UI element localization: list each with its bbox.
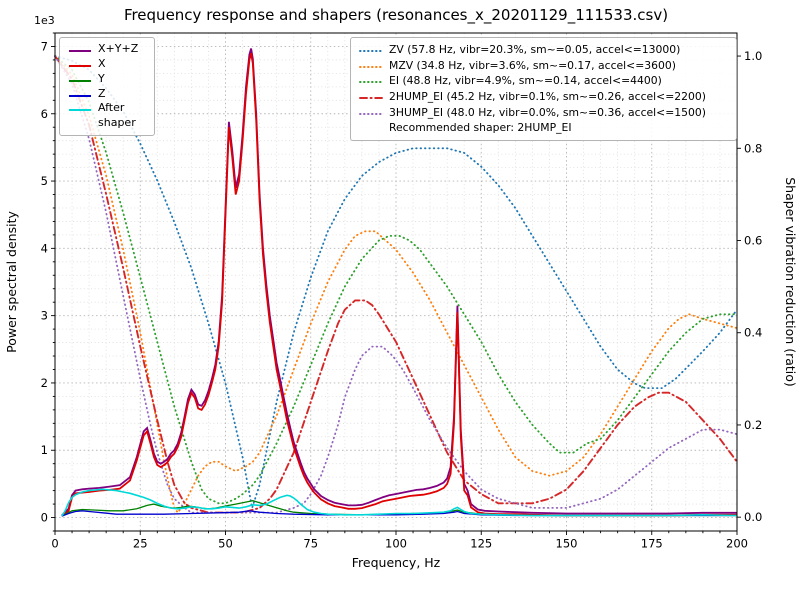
y-left-tick-label: 2 bbox=[41, 376, 48, 390]
y-left-tick-label: 3 bbox=[41, 309, 48, 323]
y-left-tick-label: 7 bbox=[41, 39, 48, 53]
legend-item-x: X bbox=[68, 57, 146, 72]
legend-line-swatch-icon bbox=[359, 112, 383, 115]
x-tick-label: 100 bbox=[385, 537, 407, 551]
legend-item-label: X+Y+Z bbox=[98, 42, 139, 55]
y-left-tick-label: 5 bbox=[41, 174, 48, 188]
legend-shapers-items: ZV (57.8 Hz, vibr=20.3%, sm~=0.05, accel… bbox=[359, 42, 728, 120]
legend-item-2hump_ei: 2HUMP_EI (45.2 Hz, vibr=0.1%, sm~=0.26, … bbox=[359, 89, 728, 105]
x-tick-label: 50 bbox=[218, 537, 233, 551]
y-right-tick-label: 0.2 bbox=[744, 418, 762, 432]
legend-item-3hump_ei: 3HUMP_EI (48.0 Hz, vibr=0.0%, sm~=0.36, … bbox=[359, 105, 728, 121]
series-y bbox=[61, 500, 737, 517]
y-left-tick-label: 4 bbox=[41, 241, 48, 255]
series-ei bbox=[54, 55, 738, 505]
x-axis-label: Frequency, Hz bbox=[352, 555, 441, 570]
legend-item-label: 3HUMP_EI (48.0 Hz, vibr=0.0%, sm~=0.36, … bbox=[389, 105, 706, 119]
x-tick-label: 25 bbox=[133, 537, 148, 551]
x-tick-label: 0 bbox=[51, 537, 58, 551]
legend-line-swatch-icon bbox=[359, 50, 383, 52]
series-mzv bbox=[54, 55, 738, 515]
legend-item-label: After shaper bbox=[98, 101, 136, 130]
legend-item-label: ZV (57.8 Hz, vibr=20.3%, sm~=0.05, accel… bbox=[389, 43, 681, 56]
legend-item-label: Y bbox=[98, 71, 105, 85]
legend-line-swatch-icon bbox=[359, 81, 383, 84]
series-after-shaper bbox=[61, 488, 738, 517]
legend-item-z: Z bbox=[68, 87, 146, 102]
y-left-tick-label: 0 bbox=[41, 511, 48, 525]
legend-item-zv: ZV (57.8 Hz, vibr=20.3%, sm~=0.05, accel… bbox=[359, 42, 728, 58]
legend-line-swatch-icon bbox=[69, 79, 91, 82]
legend-line-swatch-icon bbox=[69, 64, 91, 67]
legend-line-swatch-icon bbox=[69, 50, 91, 52]
y-right-tick-label: 0.6 bbox=[744, 234, 762, 248]
chart-title: Frequency response and shapers (resonanc… bbox=[123, 6, 669, 24]
y-left-offset-text: 1e3 bbox=[34, 14, 55, 27]
x-tick-label: 75 bbox=[303, 537, 318, 551]
legend-shapers: ZV (57.8 Hz, vibr=20.3%, sm~=0.05, accel… bbox=[350, 37, 737, 141]
y-left-tick-label: 1 bbox=[41, 443, 48, 457]
y-right-tick-label: 1.0 bbox=[744, 49, 762, 63]
legend-item-label: MZV (34.8 Hz, vibr=3.6%, sm~=0.17, accel… bbox=[389, 58, 676, 72]
y-left-tick-label: 6 bbox=[41, 107, 48, 121]
series-2hump-ei bbox=[54, 55, 738, 514]
x-tick-label: 175 bbox=[641, 537, 663, 551]
legend-line-swatch-icon bbox=[69, 109, 91, 112]
legend-item-x+y+z: X+Y+Z bbox=[68, 42, 146, 57]
legend-item-label: 2HUMP_EI (45.2 Hz, vibr=0.1%, sm~=0.26, … bbox=[389, 89, 706, 103]
y-right-tick-label: 0.8 bbox=[744, 141, 762, 155]
legend-item-after: After shaper bbox=[68, 101, 146, 131]
x-tick-label: 125 bbox=[470, 537, 492, 551]
recommended-shaper-note: Recommended shaper: 2HUMP_EI bbox=[389, 121, 572, 135]
x-tick-label: 150 bbox=[556, 537, 578, 551]
legend-item-label: X bbox=[98, 56, 106, 70]
legend-item-label: Z bbox=[98, 86, 106, 100]
y-left-axis-label: Power spectral density bbox=[4, 211, 19, 353]
x-tick-label: 200 bbox=[726, 537, 748, 551]
legend-line-swatch-icon bbox=[69, 94, 91, 97]
legend-item-mzv: MZV (34.8 Hz, vibr=3.6%, sm~=0.17, accel… bbox=[359, 58, 728, 74]
legend-item-ei: EI (48.8 Hz, vibr=4.9%, sm~=0.14, accel<… bbox=[359, 73, 728, 89]
legend-line-swatch-icon bbox=[359, 96, 383, 99]
y-right-tick-label: 0.4 bbox=[744, 326, 762, 340]
series-3hump-ei bbox=[54, 55, 738, 514]
y-right-tick-label: 0.0 bbox=[744, 510, 762, 524]
series-zv bbox=[54, 55, 738, 509]
legend-line-swatch-icon bbox=[359, 65, 383, 68]
legend-axes: X+Y+Z X Y Z After shaper bbox=[59, 37, 155, 137]
legend-item-y: Y bbox=[68, 72, 146, 87]
legend-item-label: EI (48.8 Hz, vibr=4.9%, sm~=0.14, accel<… bbox=[389, 74, 662, 88]
y-right-axis-label: Shaper vibration reduction (ratio) bbox=[783, 177, 798, 387]
series-x bbox=[61, 52, 737, 517]
